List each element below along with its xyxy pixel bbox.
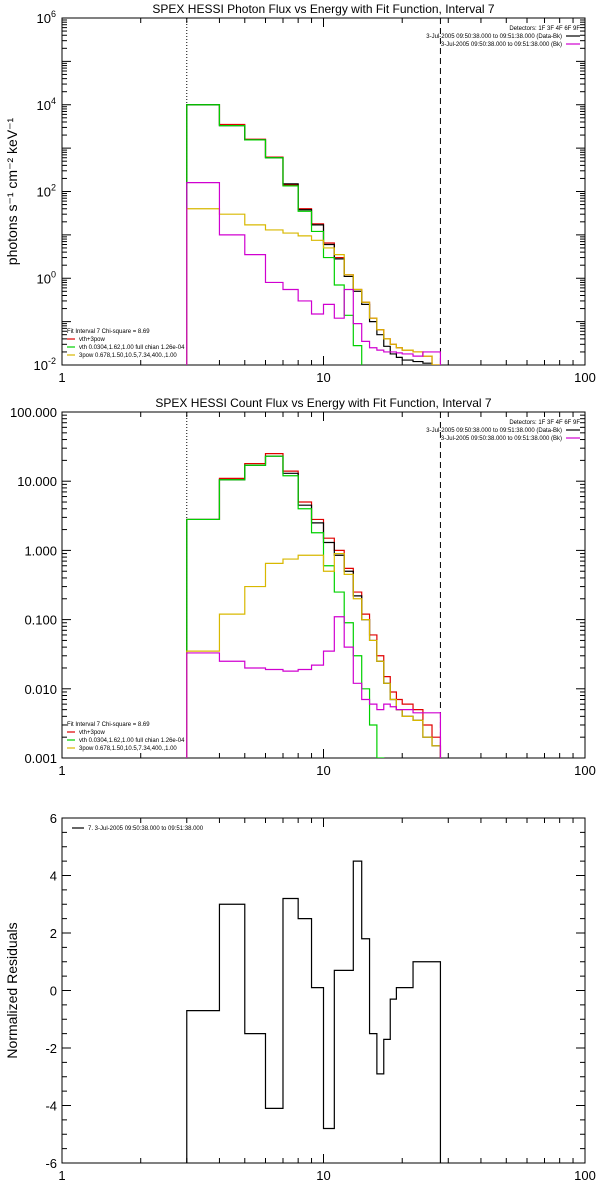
legend-entry: 3-Jul-2005 09:50:38.000 to 09:51:38.000 … bbox=[426, 34, 562, 40]
series-line-2 bbox=[186, 104, 433, 365]
x-tick-label: 1 bbox=[58, 1168, 65, 1183]
y-tick-label: 100 bbox=[37, 269, 56, 286]
x-tick-label: 1 bbox=[58, 763, 65, 778]
y-tick-label: 4 bbox=[50, 869, 57, 884]
y-axis-label: photons s⁻¹ cm⁻² keV⁻¹ bbox=[4, 117, 20, 265]
y-tick-label: 0.001 bbox=[24, 751, 57, 766]
chart-title: SPEX HESSI Count Flux vs Energy with Fit… bbox=[155, 396, 491, 410]
chart-panel-2: SPEX HESSI Count Flux vs Energy with Fit… bbox=[10, 396, 596, 778]
series-line-1 bbox=[186, 860, 442, 1163]
x-tick-label: 10 bbox=[316, 370, 330, 385]
y-tick-label: -2 bbox=[45, 1041, 57, 1056]
x-tick-label: 1 bbox=[58, 370, 65, 385]
legend-entry: vth 0.0304,1.62,1.00 full chian 1.26e-04 bbox=[79, 738, 185, 744]
x-tick-label: 10 bbox=[316, 1168, 330, 1183]
y-tick-label: 0.100 bbox=[24, 613, 57, 628]
plot-frame bbox=[61, 411, 586, 759]
legend-entry: Detectors: 1F 3F 4F 6F 9F bbox=[509, 26, 580, 32]
y-tick-label: 100.000 bbox=[10, 405, 57, 420]
y-tick-label: 0.010 bbox=[24, 682, 57, 697]
y-axis-label: Normalized Residuals bbox=[4, 922, 20, 1058]
legend-entry: 3pow 0.678,1.50,10.5,7.34,400.,1.00 bbox=[79, 746, 177, 752]
legend-entry: vth+3pow bbox=[79, 730, 106, 736]
series-line-4 bbox=[186, 208, 442, 365]
y-tick-label: -6 bbox=[45, 1156, 57, 1171]
y-tick-label: 106 bbox=[37, 9, 56, 26]
chart-panel-1: SPEX HESSI Photon Flux vs Energy with Fi… bbox=[4, 2, 596, 385]
series-line-1 bbox=[186, 104, 442, 365]
y-tick-label: 10-2 bbox=[34, 356, 56, 373]
y-tick-label: 6 bbox=[50, 811, 57, 826]
series-line-3 bbox=[186, 455, 385, 758]
y-tick-label: 10.000 bbox=[17, 474, 57, 489]
legend-entry: 7. 3-Jul-2005 09:50:38.000 to 09:51:38.0… bbox=[88, 826, 204, 832]
series-line-2 bbox=[186, 455, 442, 758]
series-line-5 bbox=[186, 182, 442, 365]
legend-entry: 3-Jul-2005 09:50:38.000 to 09:51:38.000 … bbox=[441, 436, 562, 442]
legend-entry: Fit Interval 7 Chi-square = 8.69 bbox=[67, 722, 150, 728]
series-line-5 bbox=[186, 616, 442, 758]
y-tick-label: -4 bbox=[45, 1099, 57, 1114]
y-tick-label: 102 bbox=[37, 183, 56, 200]
y-tick-label: 1.000 bbox=[24, 543, 57, 558]
legend-entry: vth 0.0304,1.62,1.00 full chian 1.26e-04 bbox=[79, 345, 185, 351]
chart-panel-3: 1 10 100 -6 -4 -2 0 2 4 6 Normalized Residuals 7. 3… bbox=[4, 811, 596, 1183]
legend-entry: vth+3pow bbox=[79, 337, 106, 343]
x-tick-label: 100 bbox=[574, 370, 596, 385]
series-line-1 bbox=[186, 453, 442, 758]
x-tick-label: 100 bbox=[574, 1168, 596, 1183]
legend-entry: Fit Interval 7 Chi-square = 8.69 bbox=[67, 329, 150, 335]
legend-entry: 3-Jul-2005 09:50:38.000 to 09:51:38.000 … bbox=[426, 428, 562, 434]
chart-title: SPEX HESSI Photon Flux vs Energy with Fi… bbox=[152, 2, 494, 16]
series-line-4 bbox=[186, 552, 442, 758]
legend-entry: Detectors: 1F 3F 4F 6F 9F bbox=[509, 420, 580, 426]
series-line-3 bbox=[186, 104, 363, 365]
x-tick-label: 100 bbox=[574, 763, 596, 778]
legend-entry: 3-Jul-2005 09:50:38.000 to 09:51:38.000 … bbox=[441, 42, 562, 48]
legend-entry: 3pow 0.678,1.50,10.5,7.34,400.,1.00 bbox=[79, 353, 177, 359]
y-tick-label: 0 bbox=[50, 984, 57, 999]
x-tick-label: 10 bbox=[316, 763, 330, 778]
y-tick-label: 2 bbox=[50, 926, 57, 941]
y-tick-label: 104 bbox=[37, 96, 56, 113]
